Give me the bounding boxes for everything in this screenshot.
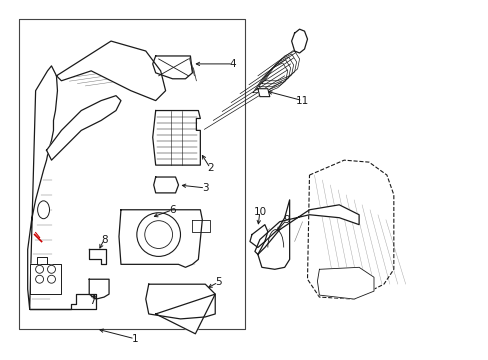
Text: 4: 4: [229, 59, 236, 69]
Polygon shape: [249, 225, 267, 247]
Text: 7: 7: [89, 296, 95, 306]
Polygon shape: [317, 267, 373, 299]
Polygon shape: [89, 279, 109, 299]
Text: 3: 3: [202, 183, 208, 193]
Text: 11: 11: [295, 96, 308, 105]
Polygon shape: [307, 160, 393, 299]
Polygon shape: [37, 257, 46, 264]
Circle shape: [137, 213, 180, 256]
Polygon shape: [291, 29, 307, 53]
Circle shape: [47, 275, 55, 283]
Polygon shape: [119, 210, 202, 267]
Polygon shape: [254, 205, 358, 255]
Polygon shape: [257, 200, 289, 269]
Polygon shape: [153, 177, 178, 193]
Text: 9: 9: [283, 215, 289, 225]
Polygon shape: [192, 220, 210, 231]
Polygon shape: [257, 89, 269, 96]
Circle shape: [36, 265, 43, 273]
Polygon shape: [145, 284, 215, 319]
Polygon shape: [155, 294, 215, 334]
Text: 10: 10: [253, 207, 266, 217]
Circle shape: [47, 265, 55, 273]
Polygon shape: [28, 66, 57, 309]
Polygon shape: [56, 41, 165, 100]
Polygon shape: [46, 96, 121, 160]
Text: 8: 8: [101, 234, 107, 244]
Polygon shape: [152, 111, 200, 165]
Polygon shape: [30, 264, 61, 294]
Polygon shape: [89, 249, 106, 264]
Circle shape: [36, 275, 43, 283]
Polygon shape: [30, 294, 96, 309]
Text: 2: 2: [206, 163, 213, 173]
Text: 5: 5: [214, 277, 221, 287]
Text: 1: 1: [131, 334, 138, 344]
Text: 6: 6: [169, 205, 176, 215]
Polygon shape: [152, 56, 192, 79]
Ellipse shape: [38, 201, 49, 219]
